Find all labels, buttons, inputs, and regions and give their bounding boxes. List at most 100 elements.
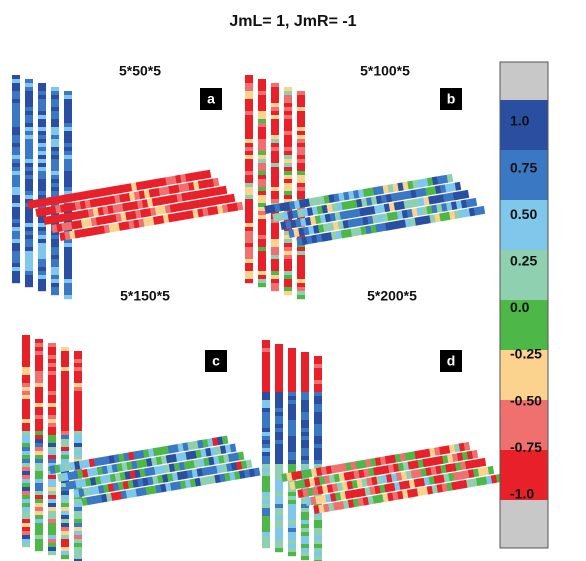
rod-segment (51, 179, 59, 184)
rod-segment (25, 143, 33, 148)
rod-segment (38, 83, 46, 88)
rod-segment (77, 469, 84, 479)
rod-segment (108, 455, 116, 464)
rod-segment (38, 275, 46, 280)
rod-segment (376, 475, 383, 485)
rod-segment (177, 211, 185, 221)
rod-segment (96, 466, 104, 476)
rod-segment (61, 539, 69, 544)
rod-segment (179, 202, 187, 211)
rod-segment (182, 211, 190, 220)
rod-segment (64, 159, 72, 164)
rod-segment (301, 380, 309, 385)
rod-segment (38, 87, 46, 92)
rod-segment (69, 230, 76, 240)
rod-segment (275, 380, 283, 385)
rod-segment (288, 348, 296, 353)
rod-segment (12, 175, 20, 180)
rod-segment (188, 460, 196, 469)
rod-segment (155, 178, 163, 187)
rod-segment (38, 219, 46, 224)
rod-segment (382, 465, 390, 474)
rod-segment (416, 487, 424, 497)
rod-segment (56, 195, 64, 204)
rod-segment (430, 186, 437, 195)
rod-segment (262, 396, 270, 401)
rod-segment (38, 239, 46, 244)
rod-segment (35, 531, 43, 536)
rod-segment (262, 480, 270, 485)
rod-segment (168, 463, 176, 473)
rod-segment (25, 175, 33, 180)
rod-segment (51, 111, 59, 116)
rod-segment (48, 351, 56, 356)
rod-segment (313, 505, 320, 514)
rod-segment (275, 528, 283, 533)
rod-segment (88, 458, 96, 468)
rod-segment (245, 207, 253, 212)
rod-segment (271, 159, 279, 164)
rod-segment (85, 477, 92, 487)
rod-segment (275, 484, 283, 489)
rod-segment (48, 459, 56, 464)
rod-segment (258, 223, 266, 228)
rod-segment (332, 221, 340, 231)
rod-segment (288, 464, 296, 469)
rod-segment (258, 87, 266, 92)
rod-segment (22, 455, 30, 460)
rod-segment (258, 187, 266, 192)
rod-segment (64, 239, 72, 244)
rod-segment (38, 287, 46, 292)
rod-segment (35, 475, 43, 480)
rod-segment (389, 454, 397, 464)
rod-segment (74, 229, 81, 239)
rod-segment (91, 189, 98, 198)
rod-segment (187, 441, 194, 451)
rod-segment (130, 210, 137, 220)
rod-segment (135, 209, 142, 219)
rod-segment (61, 523, 69, 528)
rod-segment (375, 223, 382, 233)
rod-segment (187, 210, 195, 219)
rod-segment (176, 193, 183, 203)
rod-segment (275, 480, 283, 485)
rod-segment (425, 467, 433, 476)
rod-segment (297, 123, 305, 128)
rod-segment (301, 384, 309, 389)
rod-segment (135, 181, 143, 191)
rod-segment (74, 435, 82, 440)
rod-segment (148, 216, 155, 226)
rod-segment (258, 163, 266, 168)
rod-segment (165, 454, 173, 464)
rod-segment (35, 363, 43, 368)
rod-segment (387, 184, 395, 193)
rod-segment (22, 351, 30, 356)
rod-segment (271, 223, 279, 228)
rod-segment (74, 371, 82, 376)
rod-segment (262, 540, 270, 545)
rod-segment (12, 147, 20, 152)
rod-segment (64, 151, 72, 156)
rod-segment (35, 447, 43, 452)
rod-segment (288, 524, 296, 529)
rod-segment (321, 484, 329, 494)
rod-segment (306, 235, 313, 245)
rod-segment (297, 99, 305, 104)
rod-segment (64, 219, 72, 224)
rod-segment (223, 194, 231, 204)
rod-segment (61, 507, 69, 512)
rod-segment (221, 204, 229, 214)
rod-segment (35, 543, 43, 548)
rod-segment (356, 479, 364, 488)
rod-segment (344, 210, 351, 219)
rod-segment (317, 485, 324, 495)
rod-segment (110, 214, 118, 223)
rod-segment (181, 192, 188, 202)
rod-segment (262, 524, 270, 529)
rod-segment (390, 473, 398, 482)
rod-segment (271, 247, 279, 252)
rod-segment (197, 180, 205, 190)
rod-segment (207, 438, 214, 447)
rod-segment (51, 291, 59, 296)
rod-segment (59, 203, 67, 213)
